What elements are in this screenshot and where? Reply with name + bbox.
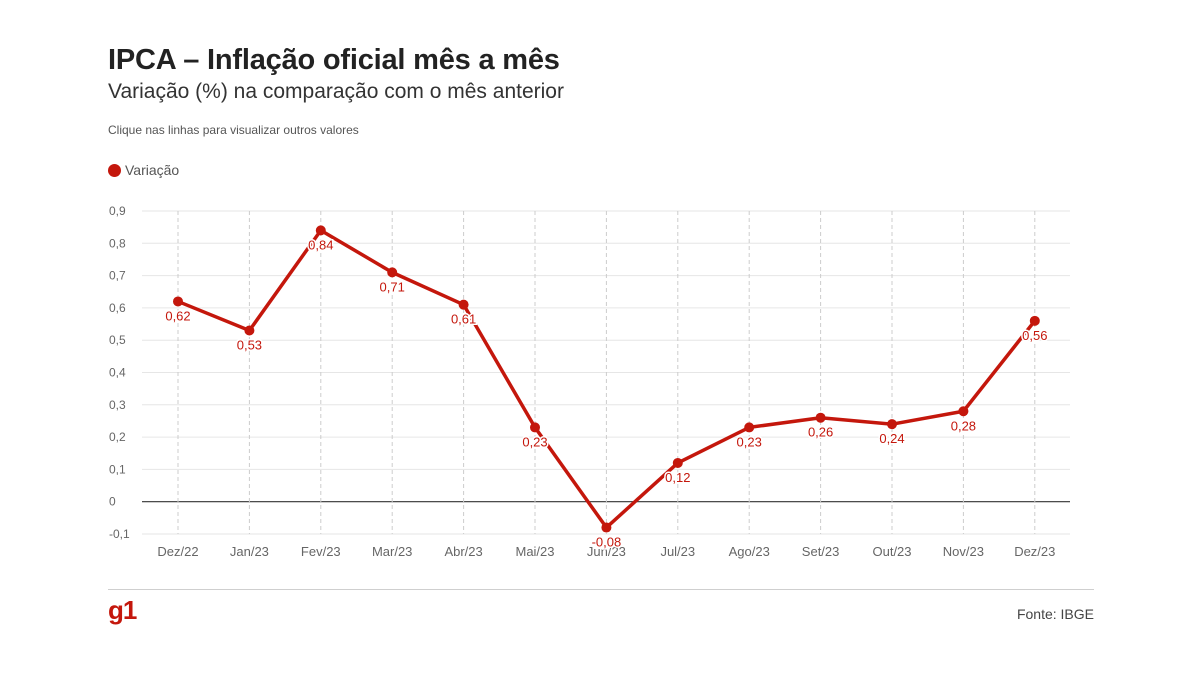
data-label: 0,62 bbox=[165, 308, 190, 323]
data-point[interactable] bbox=[815, 412, 826, 423]
data-label: 0,71 bbox=[380, 279, 405, 294]
data-point[interactable] bbox=[1029, 315, 1040, 326]
data-point[interactable] bbox=[458, 299, 469, 310]
y-tick-label: 0,9 bbox=[109, 204, 126, 218]
legend-label: Variação bbox=[125, 162, 180, 178]
x-tick-label: Ago/23 bbox=[729, 544, 770, 559]
x-tick-label: Fev/23 bbox=[301, 544, 341, 559]
data-point[interactable] bbox=[244, 325, 255, 336]
x-tick-label: Mar/23 bbox=[372, 544, 412, 559]
data-point[interactable] bbox=[887, 419, 897, 430]
legend-marker bbox=[108, 163, 121, 177]
x-tick-label: Nov/23 bbox=[943, 544, 984, 559]
y-tick-label: 0 bbox=[109, 495, 116, 509]
y-tick-label: 0,8 bbox=[109, 236, 126, 250]
data-point[interactable] bbox=[601, 522, 612, 533]
chart-title: IPCA – Inflação oficial mês a mês bbox=[108, 44, 560, 76]
data-label: 0,61 bbox=[451, 312, 476, 327]
data-point[interactable] bbox=[173, 296, 183, 307]
legend-item-variacao[interactable]: Variação bbox=[108, 162, 179, 178]
data-label: 0,24 bbox=[879, 431, 904, 446]
x-tick-label: Out/23 bbox=[872, 544, 911, 559]
footer-divider bbox=[108, 589, 1094, 590]
y-tick-label: -0,1 bbox=[109, 527, 130, 541]
data-point[interactable] bbox=[530, 422, 540, 433]
data-label: 0,23 bbox=[737, 434, 762, 449]
chart-hint: Clique nas linhas para visualizar outros… bbox=[108, 123, 359, 137]
source-text: Fonte: IBGE bbox=[1016, 606, 1094, 622]
data-label: 0,28 bbox=[951, 418, 976, 433]
data-point[interactable] bbox=[744, 422, 755, 433]
data-label: 0,84 bbox=[308, 237, 333, 252]
data-label: 0,26 bbox=[808, 425, 833, 440]
data-point[interactable] bbox=[958, 406, 969, 417]
data-point[interactable] bbox=[387, 267, 398, 278]
data-label: 0,12 bbox=[665, 470, 690, 485]
data-point[interactable] bbox=[672, 457, 683, 468]
x-tick-label: Set/23 bbox=[802, 544, 840, 559]
x-tick-label: Jan/23 bbox=[230, 544, 269, 559]
g1-logo: g1 bbox=[108, 595, 137, 625]
x-tick-label: Dez/22 bbox=[157, 544, 198, 559]
data-label: 0,56 bbox=[1022, 328, 1047, 343]
x-tick-label: Jun/23 bbox=[587, 544, 626, 559]
y-tick-label: 0,2 bbox=[109, 430, 126, 444]
data-label: -0,08 bbox=[592, 535, 622, 550]
y-tick-label: 0,5 bbox=[109, 333, 126, 347]
chart-subtitle: Variação (%) na comparação com o mês ant… bbox=[108, 80, 564, 103]
y-tick-label: 0,7 bbox=[109, 269, 126, 283]
y-tick-label: 0,3 bbox=[109, 398, 126, 412]
x-tick-label: Mai/23 bbox=[515, 544, 554, 559]
x-tick-label: Dez/23 bbox=[1014, 544, 1055, 559]
y-tick-label: 0,6 bbox=[109, 301, 126, 315]
data-point[interactable] bbox=[315, 225, 326, 236]
data-label: 0,53 bbox=[237, 338, 262, 353]
data-label: 0,23 bbox=[522, 434, 547, 449]
x-tick-label: Abr/23 bbox=[444, 544, 482, 559]
x-tick-label: Jul/23 bbox=[660, 544, 695, 559]
y-tick-label: 0,1 bbox=[109, 462, 126, 476]
y-tick-label: 0,4 bbox=[109, 366, 126, 380]
